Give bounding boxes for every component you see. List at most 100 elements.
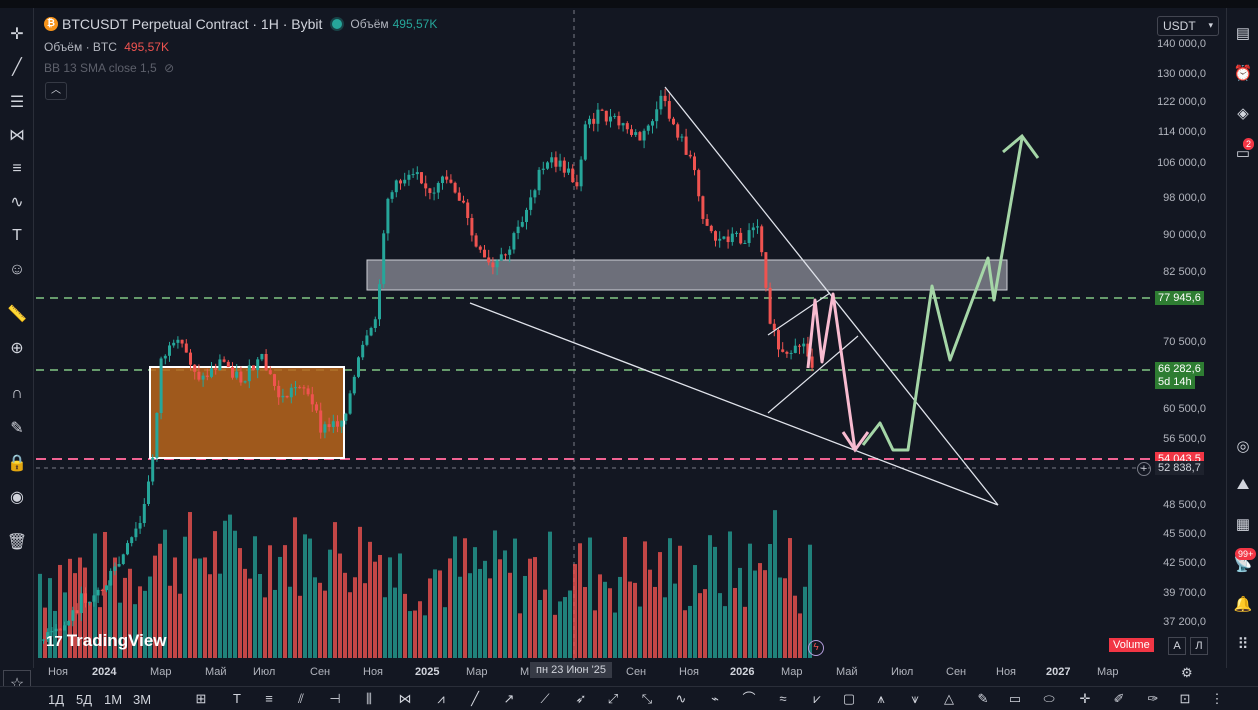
candle-body xyxy=(793,345,797,353)
lines-icon[interactable]: ≡ xyxy=(265,691,273,706)
brush-icon[interactable]: ∿ xyxy=(10,194,24,211)
candle-body xyxy=(260,353,264,360)
time-axis-label: Сен xyxy=(946,666,967,678)
measure-icon[interactable]: ⊡ xyxy=(1179,691,1191,706)
target-icon[interactable]: ◎ xyxy=(1236,438,1250,455)
apps-grid-icon[interactable]: ⠿ xyxy=(1237,636,1249,653)
more-tools-icon[interactable]: ⋮ xyxy=(1210,691,1224,706)
add-alert-icon[interactable]: + xyxy=(1137,462,1151,476)
calendar-icon[interactable]: ▦ xyxy=(1235,516,1251,533)
ruler-icon[interactable]: 📏 xyxy=(7,306,27,323)
horizontal-ray-icon[interactable]: ⊣ xyxy=(329,691,341,706)
shape-icon[interactable]: ⬭ xyxy=(1043,691,1055,706)
collapse-legend-button[interactable]: ︿ xyxy=(45,82,67,100)
candle-body xyxy=(445,176,449,180)
crosshair-small-icon[interactable]: ✛ xyxy=(1079,691,1091,706)
volume-legend-value: 495,57K xyxy=(124,40,169,54)
lock-drawing-icon[interactable]: ✎ xyxy=(10,420,24,437)
lightning-icon[interactable]: ϟ xyxy=(808,640,824,656)
candle-body xyxy=(562,160,566,173)
indicator-legend[interactable]: BB 13 SMA close 1,5 ⊘ xyxy=(44,61,174,75)
ideas-icon[interactable]: ⛰ xyxy=(1236,475,1250,493)
text-tool-icon[interactable]: T xyxy=(12,227,22,244)
marker-icon[interactable]: ✑ xyxy=(1147,691,1159,706)
highlighter-icon[interactable]: ✐ xyxy=(1113,691,1125,706)
magnet-icon[interactable]: ∩ xyxy=(11,385,23,402)
volume-bar xyxy=(698,593,702,658)
fib-icon[interactable]: ≡ xyxy=(12,160,22,177)
polyline-icon[interactable]: ⩗ xyxy=(813,691,821,706)
broadcast-icon[interactable]: 📡 xyxy=(1233,556,1253,573)
rectangle-icon[interactable]: ▢ xyxy=(842,691,856,706)
candle-body xyxy=(520,222,524,227)
log-scale-button[interactable]: Л xyxy=(1190,637,1208,655)
xabcd-icon[interactable]: ⋈ xyxy=(398,691,412,706)
bell-icon[interactable]: 🔔 xyxy=(1233,596,1253,613)
comment-icon[interactable]: ▭ xyxy=(1008,691,1022,706)
volume-bar xyxy=(488,578,492,658)
alarm-clock-icon[interactable]: ⏰ xyxy=(1233,65,1253,82)
volume-bar xyxy=(478,568,482,658)
line-tool-icon[interactable]: ╱ xyxy=(471,691,479,706)
zoom-in-icon[interactable]: ⊕ xyxy=(10,340,24,357)
trendline-icon[interactable]: ╱ xyxy=(12,59,22,76)
zigzag-icon[interactable]: ∿ xyxy=(675,691,687,706)
bullish-projection-path xyxy=(861,137,1024,452)
channel-icon[interactable]: ⫽ xyxy=(298,691,304,706)
forecast-icon[interactable]: ⟋ xyxy=(540,691,550,706)
volume-toggle-button[interactable]: Volume xyxy=(1109,638,1154,652)
horizontal-lines-icon[interactable]: ☰ xyxy=(9,94,25,111)
candle-body xyxy=(802,343,806,347)
pattern-tool-icon[interactable]: ⩘ xyxy=(437,691,445,706)
candle-body xyxy=(785,351,789,354)
pattern-icon[interactable]: ⋈ xyxy=(9,127,25,144)
bottom-toolbar: 1Д 5Д 1М 3М ⊞ T ≡ ⫽ ⊣ ⫼ ⋈ ⩘ ╱ ↗ ⟋ ➶ ⤢ ⤡ … xyxy=(0,686,1258,710)
curve-icon[interactable]: ⌒ xyxy=(742,691,756,706)
candle-body xyxy=(600,109,604,111)
auto-scale-button[interactable]: A xyxy=(1168,637,1186,655)
crosshair-icon[interactable]: ✛ xyxy=(10,26,24,43)
eye-icon[interactable]: ◉ xyxy=(10,489,24,506)
elliott-wave-icon[interactable]: ⩚ xyxy=(877,691,885,706)
brush-tool-icon[interactable]: ≈ xyxy=(779,691,787,706)
volume-value: 495,57K xyxy=(392,17,438,31)
abc-wave-icon[interactable]: ⩛ xyxy=(911,691,919,706)
lock-icon[interactable]: 🔒 xyxy=(7,455,27,472)
fork-icon[interactable]: ⫼ xyxy=(366,691,372,706)
emoji-icon[interactable]: ☺ xyxy=(8,261,26,278)
text-icon[interactable]: T xyxy=(233,691,241,706)
candle-body xyxy=(478,246,482,250)
settings-gear-icon[interactable]: ⚙ xyxy=(1181,665,1193,680)
long-position-icon[interactable]: ⤢ xyxy=(607,691,619,706)
volume-bar xyxy=(753,570,757,658)
triangle-icon[interactable]: △ xyxy=(944,691,954,706)
time-axis-label: Ноя xyxy=(363,666,384,678)
arrow-tool-icon[interactable]: ↗ xyxy=(503,691,515,706)
volume-bar xyxy=(208,574,212,658)
arrow-marker-icon[interactable]: ➶ xyxy=(575,691,587,706)
path-icon[interactable]: ⌁ xyxy=(711,691,719,706)
volume-bar xyxy=(623,536,627,658)
candle-body xyxy=(504,254,507,256)
candle-body xyxy=(617,115,621,126)
timeframe-1m-button[interactable]: 1М xyxy=(104,692,123,707)
timeframe-1d-button[interactable]: 1Д xyxy=(48,692,65,707)
volume-bar xyxy=(58,564,62,658)
currency-select[interactable]: USDT ▾ xyxy=(1157,16,1219,36)
timeframe-3m-button[interactable]: 3М xyxy=(133,692,152,707)
watchlist-icon[interactable]: ▤ xyxy=(1235,25,1251,42)
volume-bar xyxy=(328,549,332,658)
short-position-icon[interactable]: ⤡ xyxy=(641,691,653,706)
timeframe-5d-button[interactable]: 5Д xyxy=(76,692,93,707)
eye-hidden-icon[interactable]: ⊘ xyxy=(164,61,175,75)
layers-icon[interactable]: ◈ xyxy=(1237,105,1249,122)
crosshair-tool-icon[interactable]: ⊞ xyxy=(195,691,207,706)
trash-icon[interactable]: 🗑 xyxy=(6,534,28,551)
volume-legend[interactable]: Объём · BTC 495,57K xyxy=(44,40,169,54)
candle-body xyxy=(210,368,213,377)
symbol-title[interactable]: BTCUSDT Perpetual Contract · 1H · Bybit xyxy=(62,16,323,32)
pencil-icon[interactable]: ✎ xyxy=(977,691,989,706)
volume-bar xyxy=(528,558,532,658)
